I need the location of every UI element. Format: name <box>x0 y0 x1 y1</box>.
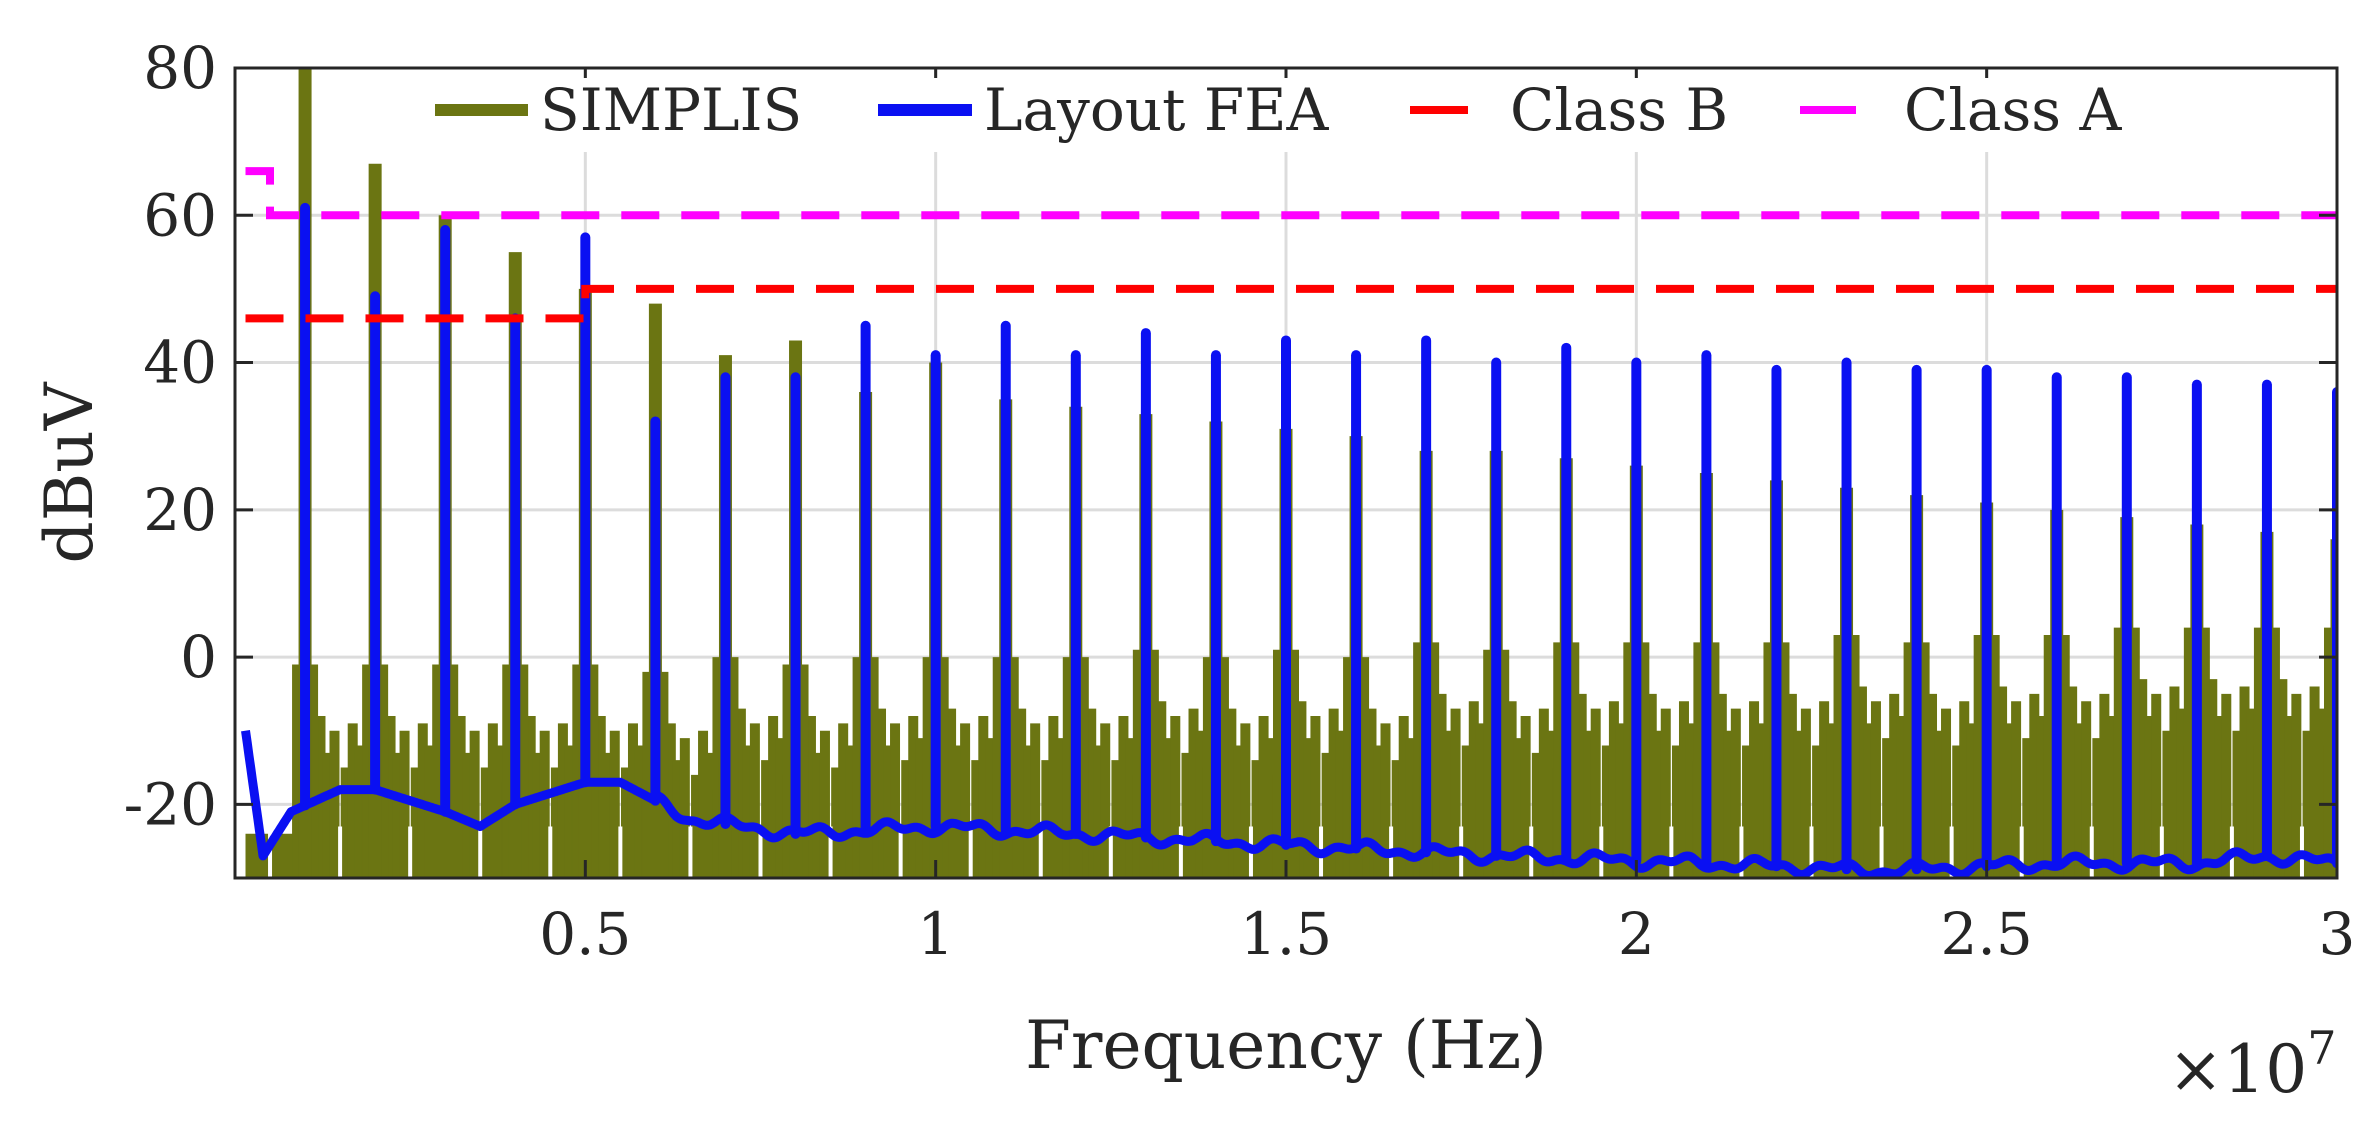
x-tick-label: 2.5 <box>1941 900 2033 968</box>
x-tick-label: 1 <box>917 900 954 968</box>
y-tick-label: 0 <box>180 623 217 691</box>
tick-marks <box>235 66 2339 878</box>
limit-line <box>245 284 2337 323</box>
y-tick-labels: -20 0 20 40 60 80 <box>124 34 217 838</box>
legend-label-class-a: Class A <box>1904 76 2122 144</box>
y-axis-label: dBuV <box>31 381 108 563</box>
x-tick-label: 2 <box>1618 900 1655 968</box>
y-tick-label: 20 <box>143 476 217 544</box>
legend-item-layout-fea: Layout FEA <box>878 76 1329 144</box>
legend-label-layout-fea: Layout FEA <box>984 76 1329 144</box>
legend-item-class-a: Class A <box>1800 76 2122 144</box>
legend: SIMPLIS Layout FEA Class B Class A <box>418 76 2138 152</box>
x-exponent-power: 7 <box>2307 1021 2336 1075</box>
legend-label-class-b: Class B <box>1510 76 1728 144</box>
x-tick-labels: 0.5 1 1.5 2 2.5 3 <box>539 900 2355 968</box>
y-tick-label: 40 <box>143 329 217 397</box>
y-tick-label: -20 <box>124 770 217 838</box>
series-layer <box>241 68 2337 878</box>
x-exponent-label: ×107 <box>2168 1021 2337 1108</box>
x-exponent-base: ×10 <box>2168 1031 2307 1108</box>
series-class-a <box>245 167 2337 220</box>
y-tick-label: 80 <box>143 34 217 102</box>
limit-line <box>245 167 2337 220</box>
x-tick-label: 1.5 <box>1240 900 1332 968</box>
x-tick-label: 3 <box>2319 900 2356 968</box>
x-tick-label: 0.5 <box>539 900 631 968</box>
legend-item-simplis: SIMPLIS <box>435 76 802 144</box>
legend-label-simplis: SIMPLIS <box>540 76 802 144</box>
y-tick-label: 60 <box>143 181 217 249</box>
legend-item-class-b: Class B <box>1410 76 1728 144</box>
legend-background <box>418 78 2138 152</box>
series-layout-fea <box>241 202 2337 878</box>
series-class-b <box>245 284 2337 323</box>
x-axis-label: Frequency (Hz) <box>1025 1007 1547 1084</box>
